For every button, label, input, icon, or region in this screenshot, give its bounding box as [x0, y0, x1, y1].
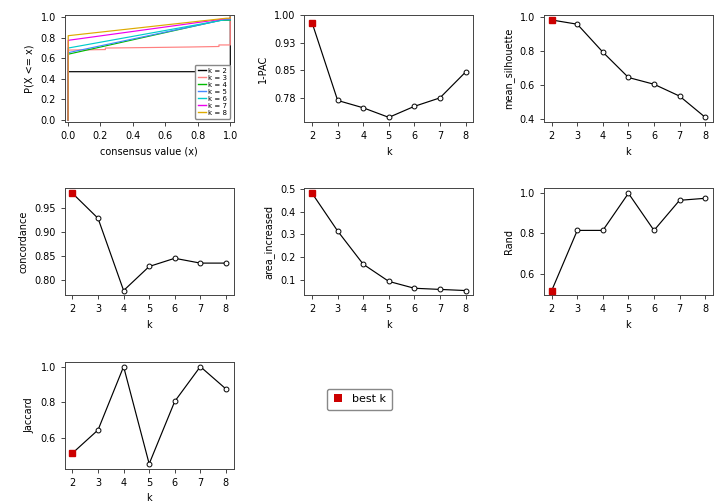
X-axis label: consensus value (x): consensus value (x) — [100, 147, 198, 157]
Y-axis label: mean_silhouette: mean_silhouette — [503, 28, 514, 109]
Legend: k = 2, k = 3, k = 4, k = 5, k = 6, k = 7, k = 8: k = 2, k = 3, k = 4, k = 5, k = 6, k = 7… — [195, 65, 230, 118]
X-axis label: k: k — [386, 320, 392, 330]
Y-axis label: area_increased: area_increased — [264, 205, 274, 279]
X-axis label: k: k — [146, 493, 152, 503]
Y-axis label: concordance: concordance — [19, 211, 29, 273]
X-axis label: k: k — [146, 320, 152, 330]
Y-axis label: Jaccard: Jaccard — [25, 398, 35, 433]
Y-axis label: Rand: Rand — [504, 229, 514, 255]
X-axis label: k: k — [626, 320, 631, 330]
X-axis label: k: k — [386, 147, 392, 157]
X-axis label: k: k — [626, 147, 631, 157]
Y-axis label: P(X <= x): P(X <= x) — [25, 44, 35, 93]
Y-axis label: 1-PAC: 1-PAC — [258, 54, 269, 83]
Legend: best k: best k — [327, 389, 392, 410]
